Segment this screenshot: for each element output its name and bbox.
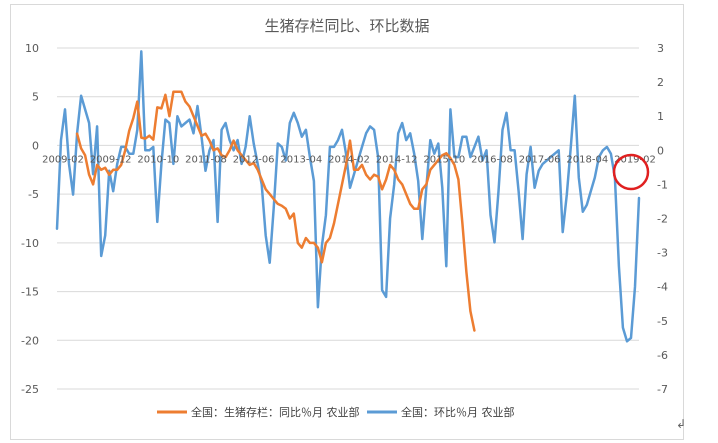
right-tick-label: -3 [657,247,668,260]
left-tick-label: -5 [28,188,39,201]
right-tick-label: -1 [657,178,668,191]
right-tick-label: -6 [657,349,668,362]
series-line-yoy [75,90,476,332]
category-label: 2013-04 [280,154,322,165]
category-label: 2015-10 [423,154,465,165]
category-label: 2019-02 [614,154,656,165]
right-axis: 3 2 1 0 -1 -2 -3 -4 -5 -6 -7 [657,42,668,396]
category-label: 2014-02 [328,154,370,165]
left-tick-label: -15 [21,286,39,299]
left-axis: 10 5 0 -5 -10 -15 -20 -25 [21,42,39,396]
category-label: 2012-06 [233,154,275,165]
category-label: 2018-04 [566,154,608,165]
legend-label: 全国：生猪存栏：同比％月 农业部 [191,405,360,419]
right-tick-label: 0 [657,144,664,157]
category-label: 2016-08 [471,154,513,165]
right-tick-label: -4 [657,281,668,294]
left-tick-label: 10 [25,42,39,55]
legend-label: 全国：环比％月 农业部 [401,405,515,419]
series-line-mom [55,50,641,343]
return-mark: ↲ [675,417,686,431]
legend: 全国：生猪存栏：同比％月 农业部 全国：环比％月 农业部 [157,405,515,419]
left-tick-label: 0 [32,139,39,152]
right-tick-label: -7 [657,383,668,396]
right-tick-label: 1 [657,110,664,123]
chart-frame: 生猪存栏同比、环比数据 10 5 0 -5 -10 -15 -20 -25 3 2 1 0 -1 -2-… [10,4,684,440]
category-label: 2011-08 [185,154,227,165]
chart-title: 生猪存栏同比、环比数据 [264,17,429,35]
right-tick-label: 2 [657,76,664,89]
highlight-circle [612,153,650,191]
category-label: 2009-02 [42,154,84,165]
right-tick-label: -5 [657,315,668,328]
left-tick-label: 5 [32,91,39,104]
category-label: 2010-10 [137,154,179,165]
left-tick-label: -20 [21,334,39,347]
annotation-layer [612,153,650,191]
category-label: 2017-06 [519,154,561,165]
category-labels: 2009-02 2009-12 2010-10 2011-08 2012-06 2013-… [42,154,656,165]
left-tick-label: -25 [21,383,39,396]
series-lines [55,50,641,343]
right-tick-label: -2 [657,213,668,226]
right-tick-label: 3 [657,42,664,55]
category-label: 2014-12 [376,154,418,165]
left-tick-label: -10 [21,237,39,250]
category-label: 2009-12 [90,154,132,165]
